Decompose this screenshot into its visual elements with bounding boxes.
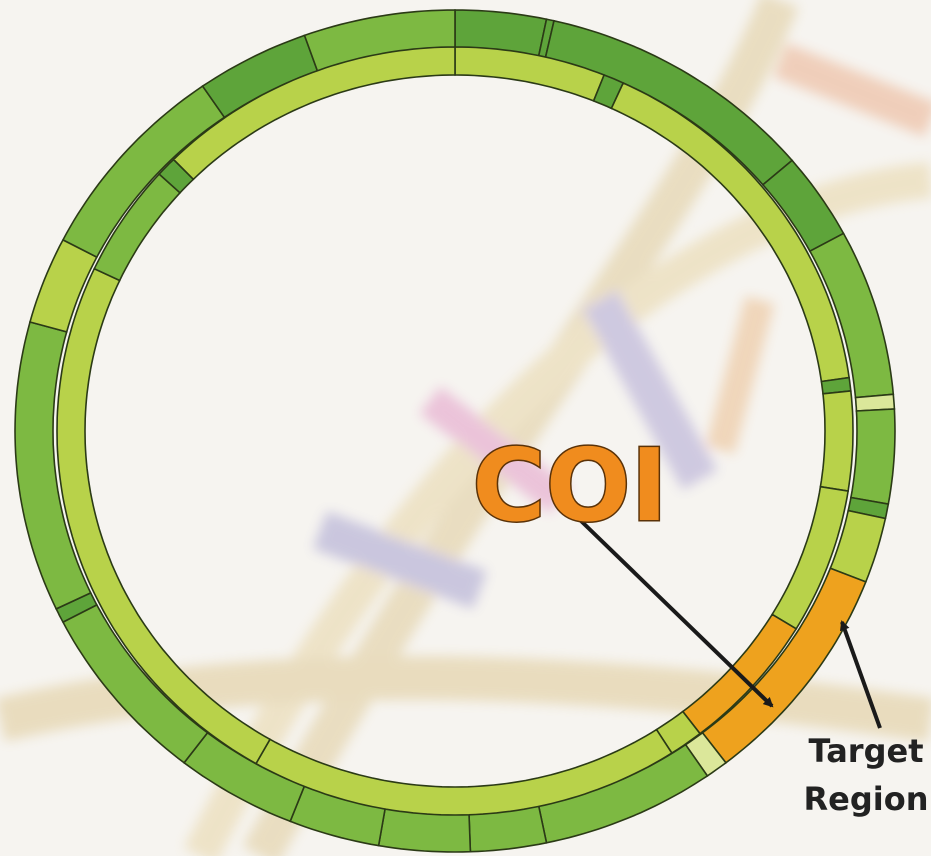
ring-segment: [820, 391, 853, 491]
target-label-line: Target: [809, 732, 924, 770]
diagram: COI Target Region: [0, 0, 931, 856]
background-helix: [0, 0, 931, 856]
gene-label: COI: [472, 427, 668, 544]
ring-segment: [851, 409, 895, 504]
ring-segment: [856, 394, 895, 411]
page: COI Target Region (() => { const data = …: [0, 0, 931, 856]
target-label-line: Region: [804, 780, 929, 818]
